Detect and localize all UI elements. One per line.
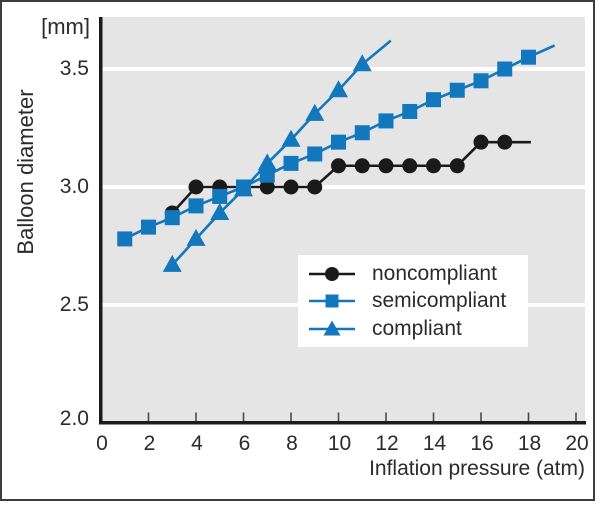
series-semicompliant-marker [283, 155, 299, 171]
series-noncompliant-marker [473, 134, 489, 150]
series-semicompliant-marker [402, 103, 418, 119]
y-tick-label: 3.0 [59, 175, 89, 198]
series-noncompliant-marker [307, 179, 323, 195]
gridline [102, 67, 585, 71]
x-tick-label: 20 [565, 432, 589, 455]
x-tick-label: 14 [422, 432, 447, 455]
series-compliant-marker [352, 54, 372, 72]
series-semicompliant-marker [188, 198, 204, 214]
series-compliant-marker [162, 254, 182, 272]
series-semicompliant-marker [164, 210, 180, 226]
series-semicompliant-marker [449, 82, 465, 98]
x-tick-label: 2 [143, 432, 156, 455]
series-noncompliant-marker [497, 134, 513, 150]
x-tick-label: 0 [96, 432, 108, 455]
y-tick-label: 3.5 [59, 57, 89, 80]
legend-triangle-icon [309, 320, 355, 336]
series-noncompliant-marker [188, 179, 204, 195]
legend-item-compliant: compliant [298, 315, 528, 343]
legend-circle-icon [309, 266, 355, 281]
series-semicompliant-marker [141, 219, 156, 235]
legend-label-noncompliant: noncompliant [372, 261, 497, 285]
series-semicompliant-marker [307, 146, 323, 162]
series-semicompliant-marker [426, 92, 441, 108]
legend-label-compliant: compliant [372, 316, 462, 340]
y-axis-unit-label: [mm] [41, 14, 90, 39]
series-noncompliant-marker [283, 179, 299, 195]
series-compliant-line [171, 39, 392, 266]
series-semicompliant-marker [497, 61, 513, 77]
legend: noncompliant semicompliant compliant [298, 255, 528, 347]
series-semicompliant-marker [212, 188, 228, 204]
legend-item-noncompliant: noncompliant [298, 260, 528, 288]
y-axis-line [99, 17, 103, 425]
series-semicompliant-marker [473, 73, 489, 89]
series-noncompliant-marker [331, 158, 346, 174]
gridline [102, 185, 585, 189]
x-tick-label: 8 [286, 432, 298, 455]
x-axis-line [99, 421, 586, 425]
legend-label-semicompliant: semicompliant [372, 289, 507, 313]
x-axis-title: Inflation pressure (atm) [369, 457, 585, 480]
series-compliant-marker [305, 103, 325, 121]
series-noncompliant-marker [378, 158, 394, 174]
x-tick-label: 16 [470, 432, 494, 455]
series-semicompliant-marker [259, 167, 275, 183]
series-compliant-marker [281, 129, 301, 147]
series-noncompliant-line [171, 140, 531, 214]
series-semicompliant-marker [331, 134, 346, 150]
y-tick-label: 2.0 [59, 407, 89, 430]
series-noncompliant-marker [259, 179, 275, 195]
series-compliant-marker [210, 202, 230, 220]
series-compliant-marker [329, 80, 348, 98]
series-compliant-marker [234, 179, 253, 197]
x-tick-label: 18 [517, 432, 542, 455]
series-semicompliant-marker [378, 113, 394, 129]
series-noncompliant-marker [402, 158, 418, 174]
y-axis-title: Balloon diameter [13, 89, 38, 255]
series-noncompliant-marker [426, 158, 441, 174]
series-compliant-marker [186, 228, 206, 246]
series-semicompliant-marker [521, 49, 536, 65]
x-tick-label: 4 [191, 432, 203, 455]
x-tick-label: 12 [375, 432, 399, 455]
x-tick-label: 10 [327, 432, 352, 455]
x-tick-label: 6 [238, 432, 251, 455]
series-semicompliant-marker [354, 125, 370, 141]
y-tick-label: 2.5 [59, 293, 89, 316]
series-compliant-marker [257, 153, 277, 171]
series-semicompliant-marker [117, 231, 133, 247]
legend-square-icon [309, 294, 355, 308]
series-noncompliant-marker [354, 158, 370, 174]
legend-item-semicompliant: semicompliant [298, 288, 528, 316]
series-noncompliant-marker [449, 158, 465, 174]
